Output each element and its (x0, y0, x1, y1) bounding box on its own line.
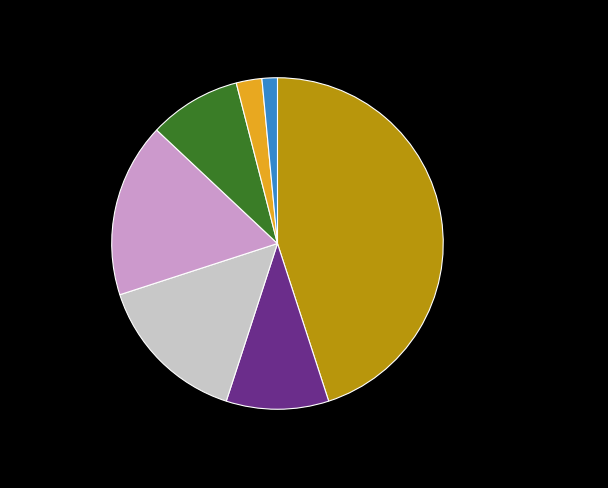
Wedge shape (157, 84, 277, 244)
Wedge shape (277, 79, 443, 401)
Wedge shape (112, 131, 277, 295)
Wedge shape (262, 79, 277, 244)
Wedge shape (226, 244, 329, 409)
Wedge shape (120, 244, 277, 401)
Wedge shape (237, 80, 277, 244)
